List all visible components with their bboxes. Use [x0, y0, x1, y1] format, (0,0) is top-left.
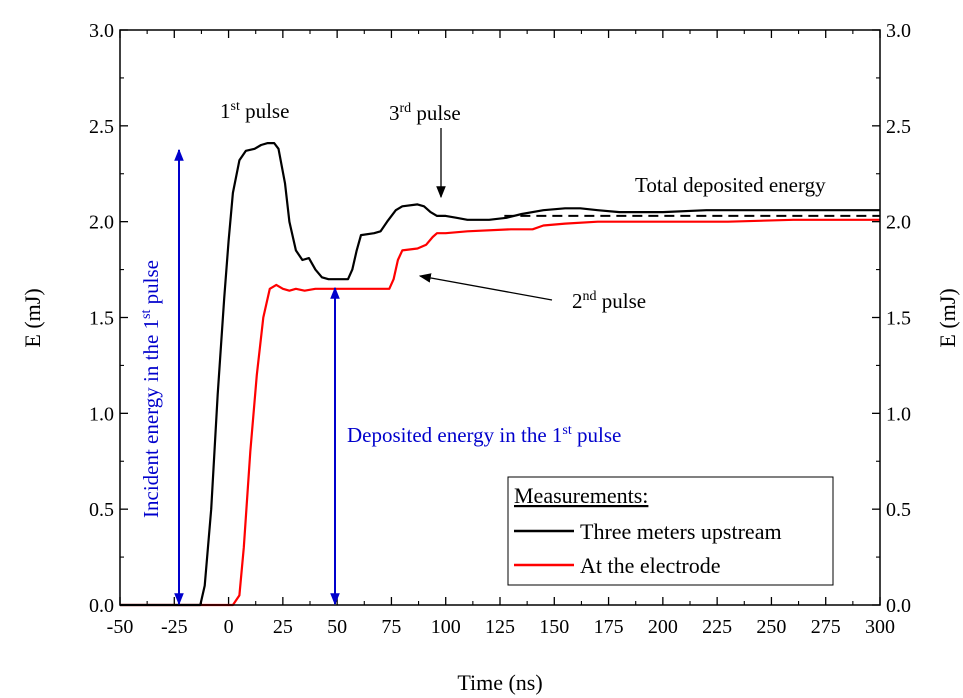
- x-tick-label: 275: [811, 616, 841, 638]
- y-tick-label-left: 0.0: [89, 595, 114, 617]
- x-tick-label: -50: [107, 616, 134, 638]
- annotation-incident-energy: Incident energy in the 1st pulse: [139, 260, 163, 518]
- legend-label-upstream: Three meters upstream: [580, 519, 782, 544]
- legend-box: [507, 476, 834, 586]
- x-tick-label: 150: [539, 616, 569, 638]
- x-tick-label: 0: [224, 616, 234, 638]
- x-axis-title: Time (ns): [457, 670, 542, 695]
- x-tick-label: 25: [273, 616, 293, 638]
- annotation-total-energy: Total deposited energy: [635, 173, 826, 197]
- series-line-electrode: [120, 218, 880, 607]
- annotation-third-pulse: 3rd pulse: [389, 101, 461, 125]
- legend-label-electrode: At the electrode: [580, 553, 721, 578]
- x-tick-label: 75: [381, 616, 401, 638]
- y-axis-title-left: E (mJ): [20, 288, 45, 347]
- y-tick-label-left: 2.5: [89, 116, 114, 138]
- y-tick-label-left: 0.5: [89, 499, 114, 521]
- annotation-deposited-energy: Deposited energy in the 1st pulse: [347, 423, 621, 447]
- x-tick-label: 125: [485, 616, 515, 638]
- y-axis-title-right: E (mJ): [935, 288, 960, 347]
- annotation-second-pulse: 2nd pulse: [572, 289, 646, 313]
- x-tick-label: 200: [648, 616, 678, 638]
- series-layer: [120, 142, 880, 607]
- y-tick-label-left: 2.0: [89, 212, 114, 234]
- y-tick-label-right: 3.0: [886, 20, 911, 42]
- y-tick-label-left: 1.5: [89, 308, 114, 330]
- annotation-first-pulse: 1st pulse: [220, 99, 289, 123]
- x-tick-label: 175: [594, 616, 624, 638]
- x-tick-label: -25: [161, 616, 188, 638]
- y-tick-label-right: 0.5: [886, 499, 911, 521]
- series-line-upstream: [120, 142, 880, 607]
- plot-frame: [119, 29, 881, 606]
- y-tick-label-right: 1.0: [886, 403, 911, 425]
- y-tick-label-left: 3.0: [89, 20, 114, 42]
- y-tick-label-right: 2.0: [886, 212, 911, 234]
- tick-labels: -50 -25 0 25 50 75 100 125 150 175 200 225 250 275 300…: [89, 20, 911, 638]
- y-tick-label-left: 1.0: [89, 403, 114, 425]
- x-tick-label: 300: [865, 616, 895, 638]
- x-tick-label: 100: [431, 616, 461, 638]
- x-tick-label: 250: [756, 616, 786, 638]
- legend: Measurements: Three meters upstream At t…: [507, 476, 834, 586]
- second-pulse-arrow: [418, 273, 553, 301]
- y-tick-label-right: 1.5: [886, 308, 911, 330]
- x-tick-label: 50: [327, 616, 347, 638]
- x-tick-label: 225: [702, 616, 732, 638]
- y-tick-label-right: 0.0: [886, 595, 911, 617]
- legend-title: Measurements:: [514, 483, 648, 508]
- y-tick-label-right: 2.5: [886, 116, 911, 138]
